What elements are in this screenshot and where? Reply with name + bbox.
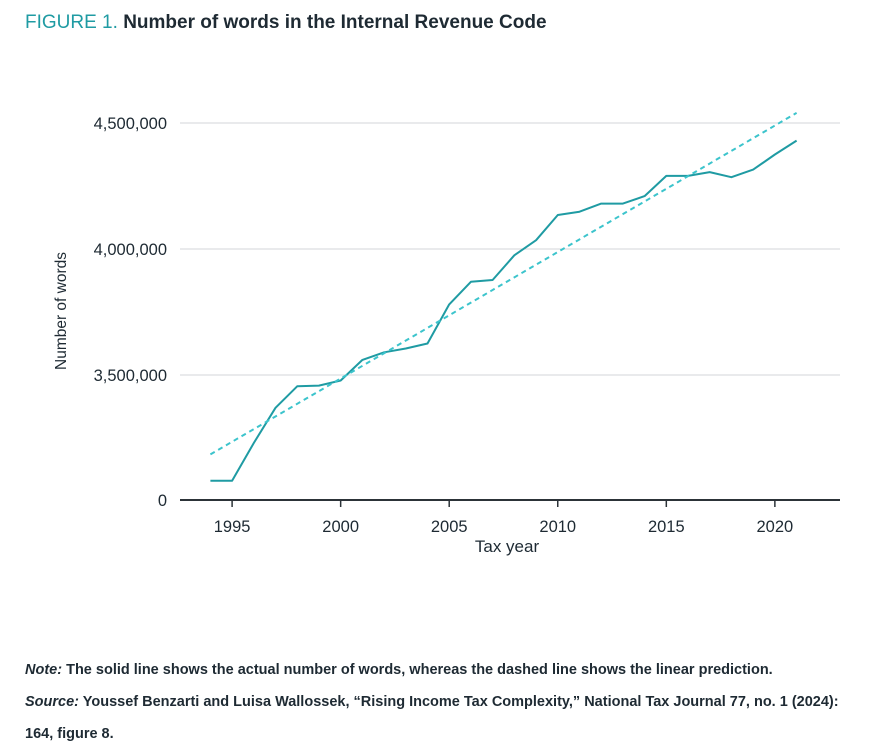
axes: 3,500,000 4,000,000 4,500,000 0 1995 2000 2005…	[94, 115, 840, 536]
figure-label: FIGURE 1.	[25, 12, 118, 33]
y-axis-title: Number of words	[53, 252, 70, 370]
actual-words-line	[210, 139, 798, 482]
source-text: Youssef Benzarti and Luisa Wallossek, “R…	[25, 694, 839, 742]
y-tick-label: 4,000,000	[94, 241, 167, 259]
figure-title-text: Number of words in the Internal Revenue …	[123, 12, 547, 33]
note-line: Note: The solid line shows the actual nu…	[25, 654, 870, 686]
x-tick-label: 2000	[322, 518, 359, 536]
y-tick-label: 3,500,000	[94, 367, 167, 385]
source-line: Source: Youssef Benzarti and Luisa Wallo…	[25, 686, 870, 750]
line-chart: 3,500,000 4,000,000 4,500,000 0 1995 2000 2005…	[53, 112, 840, 556]
figure-notes: Note: The solid line shows the actual nu…	[25, 654, 870, 750]
source-label: Source:	[25, 694, 79, 710]
x-tick-label: 1995	[214, 518, 251, 536]
x-tick-label: 2015	[648, 518, 685, 536]
x-tick-label: 2020	[757, 518, 794, 536]
note-text: The solid line shows the actual number o…	[62, 662, 773, 678]
gridlines	[180, 122, 840, 376]
figure-title: FIGURE 1. Number of words in the Interna…	[25, 12, 547, 34]
x-tick-label: 2005	[431, 518, 468, 536]
series	[209, 112, 798, 482]
note-label: Note:	[25, 662, 63, 678]
y-tick-label: 4,500,000	[94, 115, 167, 133]
linear-prediction-line	[209, 112, 798, 456]
x-tick-label: 2010	[539, 518, 576, 536]
y-tick-label-zero: 0	[158, 492, 167, 510]
x-axis-title: Tax year	[475, 537, 540, 556]
